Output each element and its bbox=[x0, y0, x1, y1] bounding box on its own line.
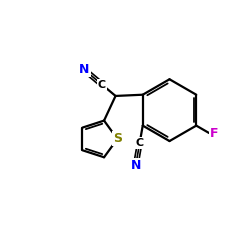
Text: C: C bbox=[136, 138, 144, 148]
Text: N: N bbox=[79, 64, 90, 76]
Text: C: C bbox=[98, 80, 106, 90]
Text: S: S bbox=[113, 132, 122, 145]
Text: F: F bbox=[210, 126, 218, 140]
Text: N: N bbox=[130, 158, 141, 172]
